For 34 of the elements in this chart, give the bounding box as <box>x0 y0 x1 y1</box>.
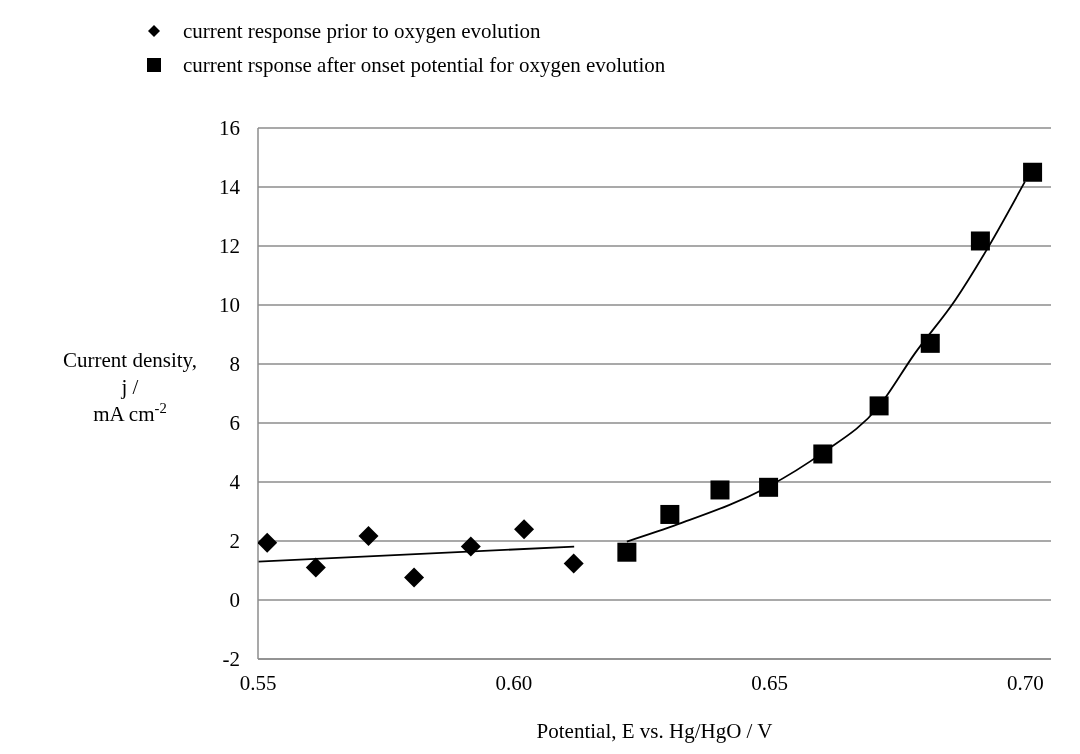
y-tick-label: 2 <box>229 529 240 554</box>
point <box>358 525 379 546</box>
point <box>514 519 535 540</box>
point <box>660 504 680 524</box>
y-tick-label: 8 <box>229 352 240 377</box>
point <box>404 567 425 588</box>
point <box>759 477 779 497</box>
y-tick-label: 6 <box>229 411 240 436</box>
y-tick-label: 10 <box>219 293 240 318</box>
x-tick-label: 0.65 <box>751 670 788 695</box>
point <box>710 480 730 500</box>
x-tick-label: 0.70 <box>1007 670 1044 695</box>
point <box>617 542 637 562</box>
y-tick-label: 12 <box>219 234 240 259</box>
y-tick-label: 0 <box>229 588 240 613</box>
legend-label: current response prior to oxygen evolution <box>183 18 541 45</box>
point <box>970 231 990 251</box>
point <box>563 553 584 574</box>
x-tick-label: 0.60 <box>495 670 533 695</box>
y-tick-label: 14 <box>219 175 241 200</box>
point <box>460 536 481 557</box>
y-axis-title: Current density, j / mA cm$^{-2}$ <box>63 347 197 426</box>
point <box>1023 162 1043 182</box>
point <box>305 557 326 578</box>
point <box>813 444 833 464</box>
point <box>258 532 278 553</box>
x-axis-title: Potential, E vs. Hg/HgO / V <box>536 719 773 743</box>
y-tick-label: -2 <box>222 647 240 672</box>
y-tick-label: 16 <box>219 116 240 141</box>
x-tick-label: 0.55 <box>239 670 277 695</box>
point <box>920 333 940 353</box>
y-tick-label: 4 <box>229 470 241 495</box>
point <box>869 396 889 416</box>
legend-label: current rsponse after onset potential for oxygen evolution <box>183 52 666 79</box>
